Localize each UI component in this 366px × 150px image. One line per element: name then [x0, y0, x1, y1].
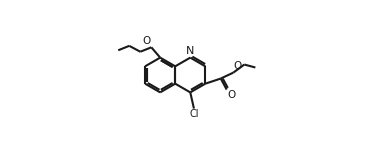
Text: O: O — [227, 90, 236, 100]
Text: O: O — [143, 36, 151, 46]
Text: Cl: Cl — [189, 109, 199, 119]
Text: N: N — [186, 46, 194, 56]
Text: O: O — [234, 61, 242, 71]
